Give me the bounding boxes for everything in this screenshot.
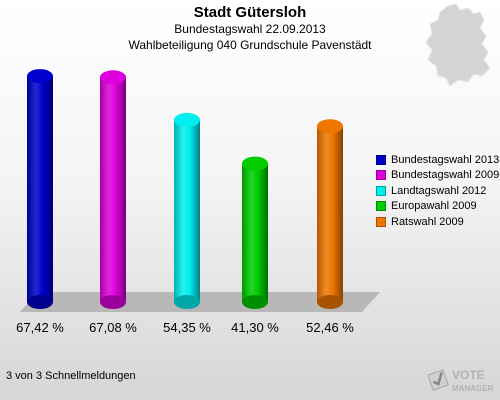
value-label: 67,08 % xyxy=(89,320,137,335)
value-label: 54,35 % xyxy=(163,320,211,335)
bar xyxy=(174,112,200,309)
legend-item: Europawahl 2009 xyxy=(376,199,499,215)
legend-label: Landtagswahl 2012 xyxy=(391,184,487,197)
value-label: 52,46 % xyxy=(306,320,354,335)
chart-subtitle: Bundestagswahl 22.09.2013 xyxy=(174,22,326,36)
legend-swatch xyxy=(376,170,386,181)
footnote: 3 von 3 Schnellmeldungen xyxy=(6,370,136,382)
value-label: 67,42 % xyxy=(16,320,64,335)
legend-swatch xyxy=(376,201,386,212)
bar xyxy=(317,119,343,309)
legend-swatch xyxy=(376,216,386,227)
legend: Bundestagswahl 2013 Bundestagswahl 2009 La… xyxy=(376,152,499,230)
chart-title: Stadt Gütersloh xyxy=(193,4,307,21)
legend-label: Bundestagswahl 2009 xyxy=(391,169,500,182)
svg-text:MANAGER: MANAGER xyxy=(452,384,494,393)
legend-item: Bundestagswahl 2013 xyxy=(376,152,499,168)
value-label: 41,30 % xyxy=(231,320,279,335)
svg-text:VOTE: VOTE xyxy=(452,368,485,382)
bar xyxy=(242,156,268,309)
legend-swatch xyxy=(376,185,386,196)
germany-map-icon xyxy=(425,3,491,87)
legend-item: Ratswahl 2009 xyxy=(376,214,499,230)
legend-label: Europawahl 2009 xyxy=(391,200,477,213)
vote-manager-logo: VOTE MANAGER xyxy=(428,368,494,393)
legend-item: Bundestagswahl 2009 xyxy=(376,168,499,184)
legend-item: Landtagswahl 2012 xyxy=(376,183,499,199)
chart-subtitle-2: Wahlbeteiligung 040 Grundschule Pavenstä… xyxy=(128,38,372,52)
legend-swatch xyxy=(376,154,386,165)
legend-label: Ratswahl 2009 xyxy=(391,215,464,228)
bar xyxy=(100,70,126,309)
legend-label: Bundestagswahl 2013 xyxy=(391,153,500,166)
bar xyxy=(27,69,53,309)
